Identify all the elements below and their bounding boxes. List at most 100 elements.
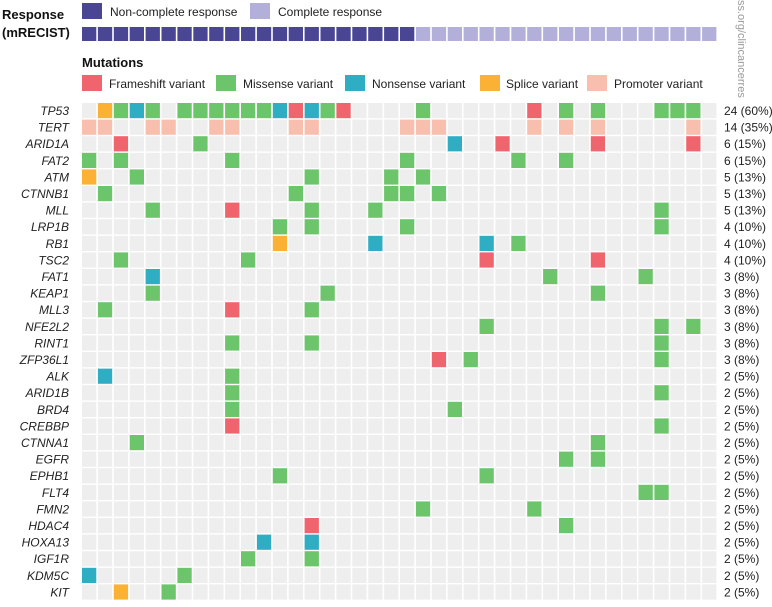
mutation-cell [177,567,192,583]
empty-cell [543,219,558,235]
empty-cell [241,269,256,285]
empty-cell [352,401,367,417]
empty-cell [352,136,367,152]
empty-cell [606,352,621,368]
empty-cell [574,252,590,268]
empty-cell [654,252,669,268]
empty-cell [161,219,176,235]
mutation-cell [304,518,319,534]
empty-cell [654,302,669,318]
empty-cell [320,501,335,517]
empty-cell [590,352,606,368]
empty-cell [606,285,621,301]
empty-cell [272,567,288,583]
empty-cell [654,235,669,251]
empty-cell [241,567,256,583]
empty-cell [511,501,526,517]
mutation-cell [654,202,669,218]
mutation-cell [400,119,415,135]
empty-cell [241,318,256,334]
empty-cell [606,269,621,285]
empty-cell [622,235,637,251]
empty-cell [479,335,494,351]
empty-cell [177,352,192,368]
empty-cell [479,584,494,600]
gene-count-label: 24 (60%) [724,104,772,118]
empty-cell [113,269,129,285]
empty-cell [590,501,606,517]
empty-cell [193,335,208,351]
empty-cell [622,584,637,600]
empty-cell [622,451,637,467]
empty-cell [574,269,590,285]
empty-cell [336,202,351,218]
empty-cell [209,451,224,467]
legend-label-complete: Complete response [278,5,382,19]
empty-cell [686,269,701,285]
empty-cell [288,418,303,434]
empty-cell [638,119,653,135]
empty-cell [113,352,129,368]
empty-cell [256,302,272,318]
empty-cell [638,385,653,401]
empty-cell [479,269,494,285]
empty-cell [527,518,542,534]
empty-cell [543,186,558,202]
mutation-cell [654,219,669,235]
empty-cell [511,119,526,135]
empty-cell [225,252,240,268]
mutation-cell [225,418,240,434]
mutation-cell [113,584,129,600]
empty-cell [161,385,176,401]
empty-cell [495,352,510,368]
empty-cell [336,418,351,434]
empty-cell [400,567,415,583]
empty-cell [368,551,383,567]
mutation-cell [686,318,701,334]
empty-cell [638,219,653,235]
empty-cell [256,136,272,152]
mutation-cell [654,335,669,351]
empty-cell [495,202,510,218]
empty-cell [177,368,192,384]
empty-cell [82,401,97,417]
empty-cell [431,318,447,334]
empty-cell [702,551,717,567]
empty-cell [241,169,256,185]
empty-cell [479,501,494,517]
empty-cell [638,368,653,384]
empty-cell [145,152,160,168]
empty-cell [415,534,431,550]
empty-cell [177,484,192,500]
empty-cell [145,136,160,152]
empty-cell [622,368,637,384]
empty-cell [97,285,113,301]
empty-cell [463,169,478,185]
empty-cell [161,335,176,351]
empty-cell [527,136,542,152]
empty-cell [336,385,351,401]
empty-cell [161,352,176,368]
empty-cell [590,385,606,401]
empty-cell [368,136,383,152]
mutation-cell [97,368,113,384]
empty-cell [241,136,256,152]
empty-cell [527,368,542,384]
empty-cell [415,418,431,434]
empty-cell [463,235,478,251]
empty-cell [463,468,478,484]
empty-cell [145,451,160,467]
empty-cell [320,584,335,600]
gene-count-label: 2 (5%) [724,386,759,400]
empty-cell [654,119,669,135]
response-cell-complete [590,27,606,41]
empty-cell [686,418,701,434]
empty-cell [670,484,685,500]
mutations-title: Mutations [82,55,143,70]
mutation-cell [368,202,383,218]
empty-cell [352,252,367,268]
empty-cell [113,484,129,500]
empty-cell [543,451,558,467]
empty-cell [622,335,637,351]
empty-cell [288,567,303,583]
